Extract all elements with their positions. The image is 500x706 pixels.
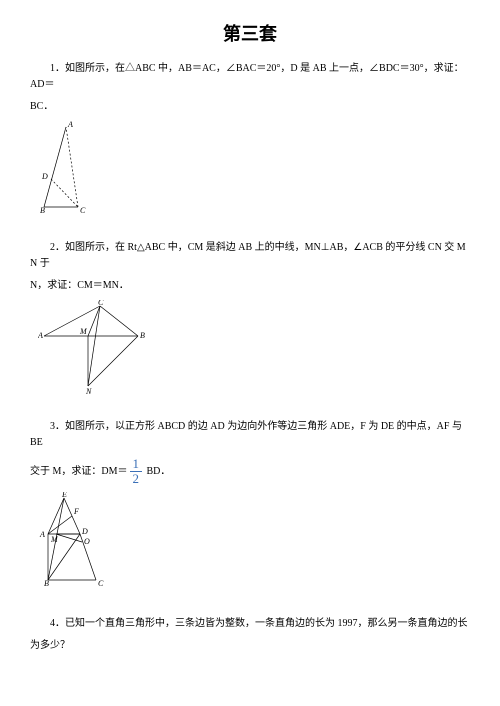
problem-4-text-a: 4．已知一个直角三角形中，三条边皆为整数，一条直角边的长为 1997，那么另一条… xyxy=(30,616,470,632)
svg-text:B: B xyxy=(140,331,145,340)
svg-text:A: A xyxy=(38,331,43,340)
svg-text:D: D xyxy=(41,172,48,181)
figure-3-svg: E A D B C M O F xyxy=(38,492,113,592)
problem-3-text-c: BD． xyxy=(144,466,170,477)
problem-4-text-b: 为多少？ xyxy=(30,638,470,654)
fraction-den: 2 xyxy=(130,472,143,486)
svg-text:C: C xyxy=(80,206,86,215)
svg-text:D: D xyxy=(81,527,88,536)
svg-text:E: E xyxy=(61,492,67,499)
fraction-num: 1 xyxy=(130,457,143,472)
figure-2-svg: A B C M N xyxy=(38,300,148,395)
svg-text:N: N xyxy=(85,387,92,395)
problem-4: 4．已知一个直角三角形中，三条边皆为整数，一条直角边的长为 1997，那么另一条… xyxy=(30,616,470,654)
problem-2-text-b: N，求证：CM＝MN． xyxy=(30,278,470,294)
svg-text:M: M xyxy=(79,327,88,336)
svg-text:A: A xyxy=(67,121,73,129)
page-title: 第三套 xyxy=(30,20,470,49)
problem-1-text-b: BC． xyxy=(30,99,470,115)
figure-1-svg: A B C D xyxy=(38,121,98,216)
svg-text:C: C xyxy=(98,300,104,307)
figure-2: A B C M N xyxy=(38,300,470,401)
problem-3-line2: 交于 M，求证：DM＝12 BD． xyxy=(30,457,470,487)
svg-text:B: B xyxy=(44,579,49,588)
svg-text:F: F xyxy=(73,507,79,516)
problem-3-text-a: 3．如图所示，以正方形 ABCD 的边 AD 为边向外作等边三角形 ADE，F … xyxy=(30,419,470,451)
problem-3-text-b: 交于 M，求证：DM＝ xyxy=(30,466,128,477)
fraction-half: 12 xyxy=(130,457,143,487)
svg-text:C: C xyxy=(98,579,104,588)
problem-3: 3．如图所示，以正方形 ABCD 的边 AD 为边向外作等边三角形 ADE，F … xyxy=(30,419,470,599)
svg-text:M: M xyxy=(50,535,59,544)
svg-text:O: O xyxy=(84,537,90,546)
svg-text:A: A xyxy=(39,530,45,539)
problem-2: 2．如图所示，在 Rt△ABC 中，CM 是斜边 AB 上的中线，MN⊥AB，∠… xyxy=(30,240,470,401)
problem-1-text-a: 1．如图所示，在△ABC 中，AB＝AC，∠BAC＝20°，D 是 AB 上一点… xyxy=(30,61,470,93)
figure-1: A B C D xyxy=(38,121,470,222)
svg-text:B: B xyxy=(40,206,45,215)
figure-3: E A D B C M O F xyxy=(38,492,470,598)
problem-2-text-a: 2．如图所示，在 Rt△ABC 中，CM 是斜边 AB 上的中线，MN⊥AB，∠… xyxy=(30,240,470,272)
problem-1: 1．如图所示，在△ABC 中，AB＝AC，∠BAC＝20°，D 是 AB 上一点… xyxy=(30,61,470,222)
